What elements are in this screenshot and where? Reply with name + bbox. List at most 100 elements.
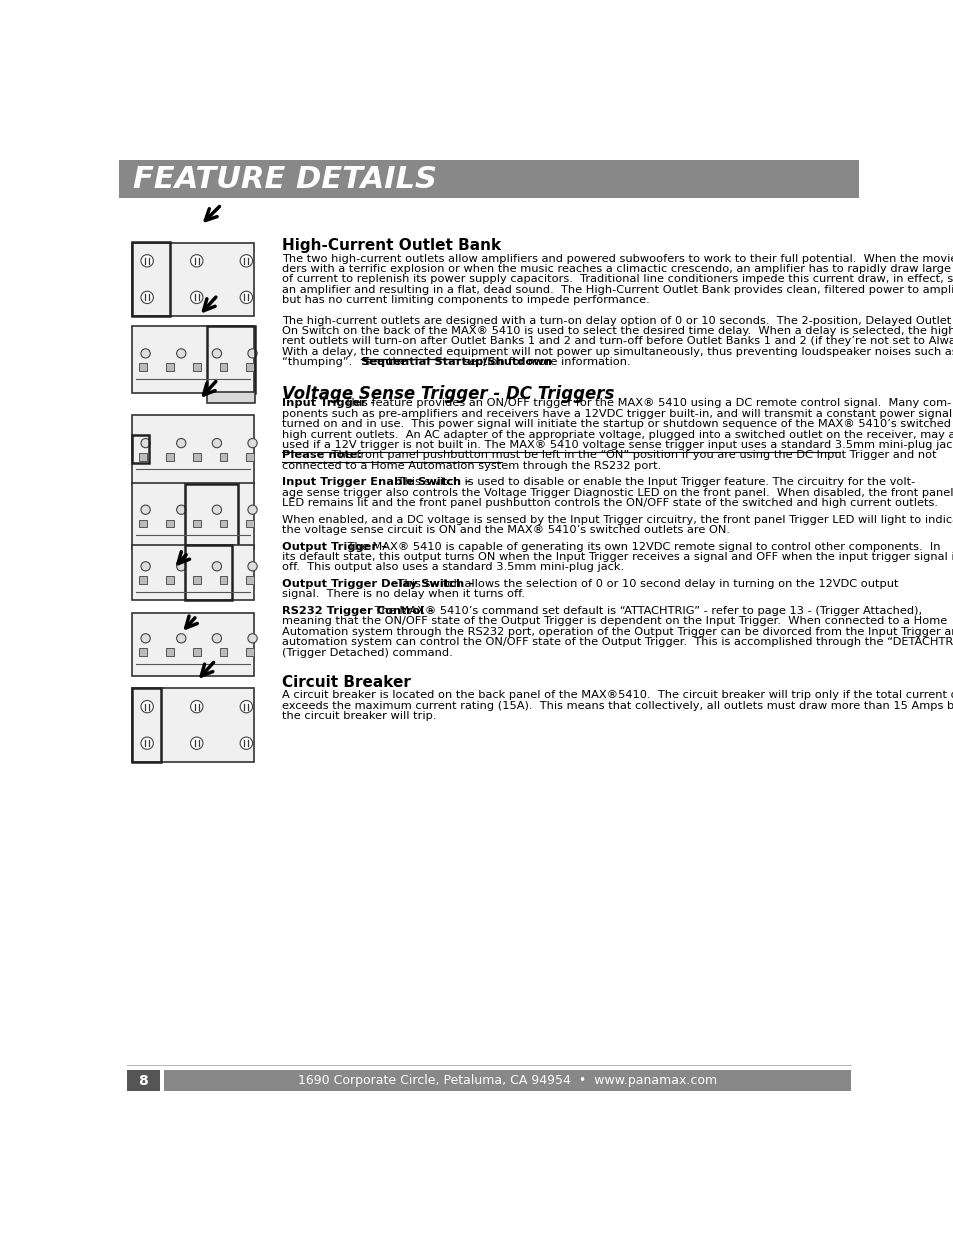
Text: Output Trigger –: Output Trigger – xyxy=(282,542,387,552)
Circle shape xyxy=(141,254,153,267)
Bar xyxy=(185,484,237,548)
Text: ponents such as pre-amplifiers and receivers have a 12VDC trigger built-in, and : ponents such as pre-amplifiers and recei… xyxy=(282,409,953,419)
Text: but has no current limiting components to impede performance.: but has no current limiting components t… xyxy=(282,295,649,305)
Text: Automation system through the RS232 port, operation of the Output Trigger can be: Automation system through the RS232 port… xyxy=(282,626,953,637)
Text: The front panel pushbutton must be left in the “ON” position if you are using th: The front panel pushbutton must be left … xyxy=(328,451,936,461)
Text: On Switch on the back of the MAX® 5410 is used to select the desired time delay.: On Switch on the back of the MAX® 5410 i… xyxy=(282,326,953,336)
Text: This switch allows the selection of 0 or 10 second delay in turning on the 12VDC: This switch allows the selection of 0 or… xyxy=(394,579,898,589)
Circle shape xyxy=(141,348,150,358)
Circle shape xyxy=(212,634,221,643)
Bar xyxy=(246,648,253,656)
Bar xyxy=(207,326,254,394)
Text: “thumping”.   See the: “thumping”. See the xyxy=(282,357,410,367)
Bar xyxy=(132,688,253,762)
Circle shape xyxy=(212,562,221,571)
Text: The two high-current outlets allow amplifiers and powered subwoofers to work to : The two high-current outlets allow ampli… xyxy=(282,253,953,264)
Bar xyxy=(132,436,149,463)
Text: When enabled, and a DC voltage is sensed by the Input Trigger circuitry, the fro: When enabled, and a DC voltage is sensed… xyxy=(282,515,953,525)
Bar xyxy=(139,363,147,370)
Bar xyxy=(166,520,173,527)
Bar xyxy=(132,545,253,600)
Circle shape xyxy=(191,700,203,713)
Text: LED remains lit and the front panel pushbutton controls the ON/OFF state of the : LED remains lit and the front panel push… xyxy=(282,498,937,508)
Text: FEATURE DETAILS: FEATURE DETAILS xyxy=(133,164,436,194)
Text: Sequential Startup/Shutdown: Sequential Startup/Shutdown xyxy=(361,357,552,367)
Text: automation system can control the ON/OFF state of the Output Trigger.  This is a: automation system can control the ON/OFF… xyxy=(282,637,953,647)
Text: (Trigger Detached) command.: (Trigger Detached) command. xyxy=(282,647,453,657)
Text: The high-current outlets are designed with a turn-on delay option of 0 or 10 sec: The high-current outlets are designed wi… xyxy=(282,316,953,326)
Circle shape xyxy=(212,348,221,358)
Circle shape xyxy=(212,438,221,448)
Bar xyxy=(132,613,253,676)
Bar xyxy=(132,242,253,316)
Text: age sense trigger also controls the Voltage Trigger Diagnostic LED on the front : age sense trigger also controls the Volt… xyxy=(282,488,953,498)
Bar xyxy=(219,520,227,527)
Bar xyxy=(164,1070,850,1092)
Bar xyxy=(119,159,858,199)
Bar xyxy=(166,577,173,584)
Circle shape xyxy=(240,700,253,713)
Text: ders with a terrific explosion or when the music reaches a climactic crescendo, : ders with a terrific explosion or when t… xyxy=(282,264,953,274)
Text: used if a 12V trigger is not built in. The MAX® 5410 voltage sense trigger input: used if a 12V trigger is not built in. T… xyxy=(282,440,953,450)
Text: of current to replenish its power supply capacitors.  Traditional line condition: of current to replenish its power supply… xyxy=(282,274,953,284)
Bar xyxy=(132,483,253,548)
Text: RS232 Trigger Control –: RS232 Trigger Control – xyxy=(282,606,434,616)
Circle shape xyxy=(141,291,153,304)
Text: Circuit Breaker: Circuit Breaker xyxy=(282,674,411,690)
Bar xyxy=(185,545,232,600)
Circle shape xyxy=(176,634,186,643)
Bar xyxy=(127,1070,159,1092)
Circle shape xyxy=(191,291,203,304)
Circle shape xyxy=(191,737,203,750)
Bar xyxy=(246,453,253,461)
Circle shape xyxy=(141,700,153,713)
Text: high current outlets.  An AC adapter of the appropriate voltage, plugged into a : high current outlets. An AC adapter of t… xyxy=(282,430,953,440)
Bar xyxy=(219,453,227,461)
Bar xyxy=(193,648,200,656)
Circle shape xyxy=(176,505,186,514)
Text: High-Current Outlet Bank: High-Current Outlet Bank xyxy=(282,238,500,253)
Bar xyxy=(193,363,200,370)
Circle shape xyxy=(191,254,203,267)
Bar xyxy=(246,577,253,584)
Circle shape xyxy=(248,562,257,571)
Bar xyxy=(132,242,171,316)
Text: With a delay, the connected equipment will not power up simultaneously, thus pre: With a delay, the connected equipment wi… xyxy=(282,347,953,357)
Circle shape xyxy=(141,438,150,448)
Bar xyxy=(207,391,254,403)
Bar xyxy=(246,363,253,370)
Text: Input Trigger Enable Switch –: Input Trigger Enable Switch – xyxy=(282,478,471,488)
Bar xyxy=(166,453,173,461)
Text: Please note:: Please note: xyxy=(282,451,362,461)
Text: Output Trigger Delay Switch –: Output Trigger Delay Switch – xyxy=(282,579,474,589)
Text: the circuit breaker will trip.: the circuit breaker will trip. xyxy=(282,711,436,721)
Bar xyxy=(193,520,200,527)
Bar xyxy=(166,648,173,656)
Circle shape xyxy=(248,634,257,643)
Text: Input Trigger -: Input Trigger - xyxy=(282,399,375,409)
Bar xyxy=(193,453,200,461)
Bar xyxy=(139,520,147,527)
Circle shape xyxy=(141,737,153,750)
Bar xyxy=(139,453,147,461)
Bar xyxy=(132,688,161,762)
Circle shape xyxy=(141,634,150,643)
Bar xyxy=(193,577,200,584)
Text: turned on and in use.  This power signal will initiate the startup or shutdown s: turned on and in use. This power signal … xyxy=(282,419,953,430)
Bar xyxy=(132,415,253,484)
Text: A circuit breaker is located on the back panel of the MAX®5410.  The circuit bre: A circuit breaker is located on the back… xyxy=(282,690,953,700)
Text: rent outlets will turn-on after Outlet Banks 1 and 2 and turn-off before Outlet : rent outlets will turn-on after Outlet B… xyxy=(282,336,953,347)
Circle shape xyxy=(248,348,257,358)
Circle shape xyxy=(141,505,150,514)
Circle shape xyxy=(212,505,221,514)
Text: section for more information.: section for more information. xyxy=(459,357,630,367)
Bar xyxy=(166,363,173,370)
Text: This feature provides an ON/OFF trigger for the MAX® 5410 using a DC remote cont: This feature provides an ON/OFF trigger … xyxy=(340,399,950,409)
Text: its default state, this output turns ON when the Input Trigger receives a signal: its default state, this output turns ON … xyxy=(282,552,953,562)
Circle shape xyxy=(141,562,150,571)
Text: 8: 8 xyxy=(138,1073,148,1088)
Text: exceeds the maximum current rating (15A).  This means that collectively, all out: exceeds the maximum current rating (15A)… xyxy=(282,700,953,710)
Bar xyxy=(139,648,147,656)
Text: an amplifier and resulting in a flat, dead sound.  The High-Current Outlet Bank : an amplifier and resulting in a flat, de… xyxy=(282,285,953,295)
Text: 1690 Corporate Circle, Petaluma, CA 94954  •  www.panamax.com: 1690 Corporate Circle, Petaluma, CA 9495… xyxy=(297,1074,717,1087)
